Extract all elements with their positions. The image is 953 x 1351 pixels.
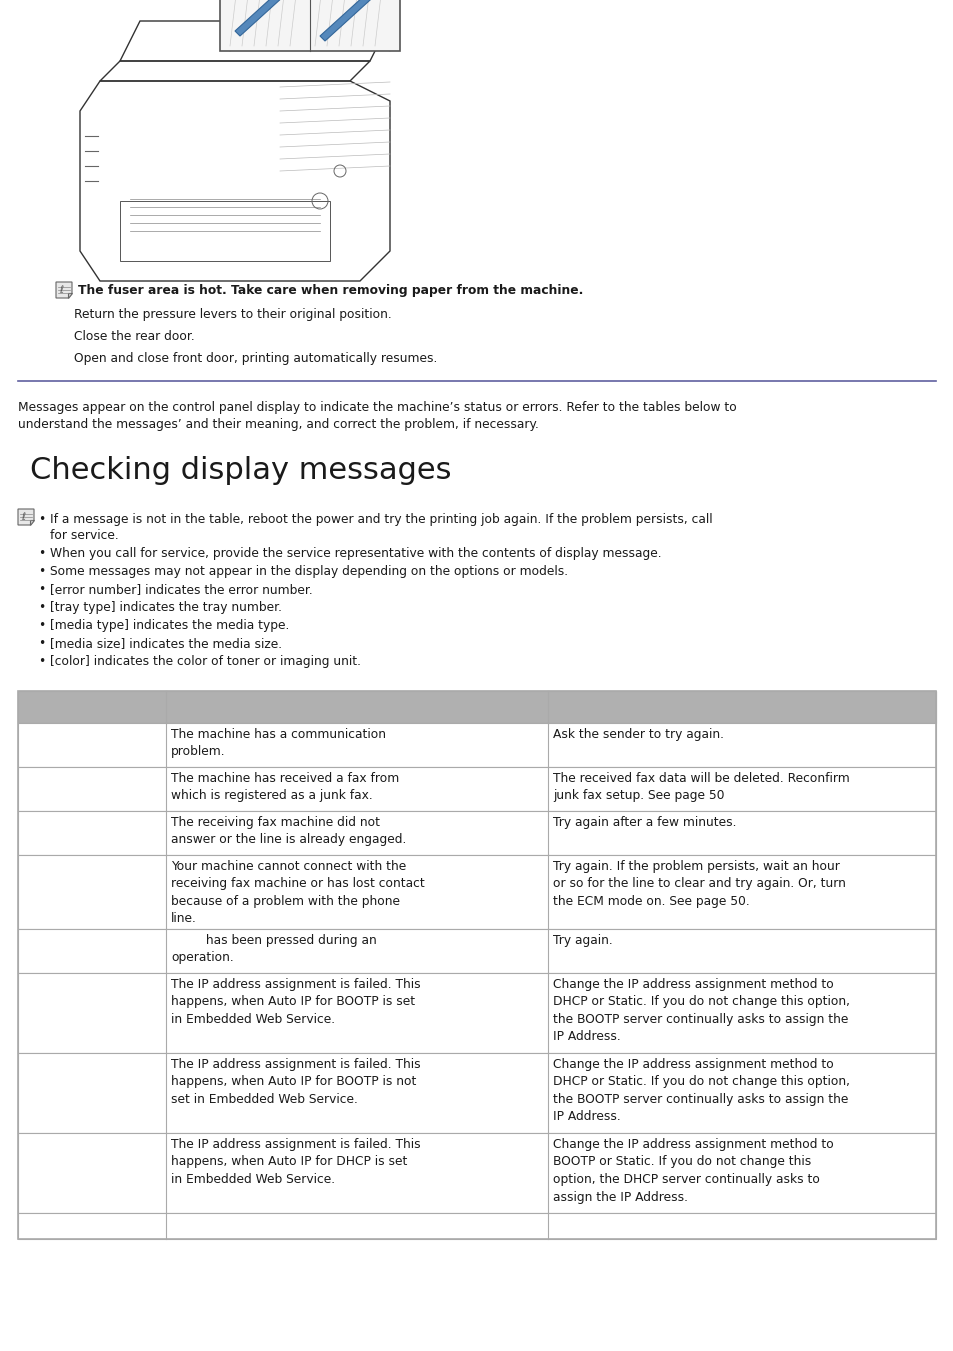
Text: •: •: [38, 584, 45, 596]
FancyBboxPatch shape: [18, 929, 935, 973]
FancyBboxPatch shape: [220, 0, 399, 51]
Text: The received fax data will be deleted. Reconfirm
junk fax setup. See page 50: The received fax data will be deleted. R…: [553, 771, 849, 802]
FancyBboxPatch shape: [18, 690, 935, 723]
Text: Try again.: Try again.: [553, 934, 612, 947]
FancyBboxPatch shape: [18, 973, 935, 1052]
Text: ℓ: ℓ: [21, 512, 25, 521]
Text: understand the messages’ and their meaning, and correct the problem, if necessar: understand the messages’ and their meani…: [18, 417, 538, 431]
Text: ℓ: ℓ: [59, 285, 63, 295]
Text: Your machine cannot connect with the
receiving fax machine or has lost contact
b: Your machine cannot connect with the rec…: [171, 861, 424, 925]
FancyBboxPatch shape: [18, 855, 935, 929]
Polygon shape: [319, 0, 379, 41]
Text: The IP address assignment is failed. This
happens, when Auto IP for BOOTP is not: The IP address assignment is failed. Thi…: [171, 1058, 420, 1106]
Text: Ask the sender to try again.: Ask the sender to try again.: [553, 728, 723, 740]
FancyBboxPatch shape: [18, 1052, 935, 1133]
Text: Messages appear on the control panel display to indicate the machine’s status or: Messages appear on the control panel dis…: [18, 401, 736, 413]
Text: Change the IP address assignment method to
BOOTP or Static. If you do not change: Change the IP address assignment method …: [553, 1138, 833, 1204]
Text: •: •: [38, 601, 45, 613]
Text: The fuser area is hot. Take care when removing paper from the machine.: The fuser area is hot. Take care when re…: [78, 284, 583, 297]
FancyBboxPatch shape: [18, 1133, 935, 1213]
FancyBboxPatch shape: [18, 767, 935, 811]
Text: for service.: for service.: [50, 530, 118, 542]
FancyBboxPatch shape: [18, 1213, 935, 1239]
Text: The IP address assignment is failed. This
happens, when Auto IP for DHCP is set
: The IP address assignment is failed. Thi…: [171, 1138, 420, 1186]
Text: The machine has received a fax from
which is registered as a junk fax.: The machine has received a fax from whic…: [171, 771, 399, 802]
Text: Some messages may not appear in the display depending on the options or models.: Some messages may not appear in the disp…: [50, 565, 568, 578]
Text: •: •: [38, 619, 45, 632]
Text: When you call for service, provide the service representative with the contents : When you call for service, provide the s…: [50, 547, 661, 561]
Polygon shape: [30, 520, 34, 526]
Text: The machine has a communication
problem.: The machine has a communication problem.: [171, 728, 386, 758]
Text: •: •: [38, 638, 45, 650]
Text: The receiving fax machine did not
answer or the line is already engaged.: The receiving fax machine did not answer…: [171, 816, 406, 847]
Text: Checking display messages: Checking display messages: [30, 457, 451, 485]
Text: If a message is not in the table, reboot the power and try the printing job agai: If a message is not in the table, reboot…: [50, 513, 712, 526]
Text: •: •: [38, 655, 45, 667]
Polygon shape: [68, 293, 71, 299]
Text: [color] indicates the color of toner or imaging unit.: [color] indicates the color of toner or …: [50, 655, 360, 667]
Text: •: •: [38, 513, 45, 526]
FancyBboxPatch shape: [18, 723, 935, 767]
Text: Try again after a few minutes.: Try again after a few minutes.: [553, 816, 736, 830]
FancyBboxPatch shape: [18, 811, 935, 855]
Polygon shape: [18, 509, 34, 526]
Text: [tray type] indicates the tray number.: [tray type] indicates the tray number.: [50, 601, 282, 613]
Polygon shape: [234, 0, 294, 36]
Text: Change the IP address assignment method to
DHCP or Static. If you do not change : Change the IP address assignment method …: [553, 1058, 849, 1124]
Text: Close the rear door.: Close the rear door.: [74, 330, 194, 343]
Text: Open and close front door, printing automatically resumes.: Open and close front door, printing auto…: [74, 353, 436, 365]
Text: Try again. If the problem persists, wait an hour
or so for the line to clear and: Try again. If the problem persists, wait…: [553, 861, 845, 908]
Text: [media type] indicates the media type.: [media type] indicates the media type.: [50, 619, 289, 632]
Text: Change the IP address assignment method to
DHCP or Static. If you do not change : Change the IP address assignment method …: [553, 978, 849, 1043]
Polygon shape: [56, 282, 71, 299]
Text: •: •: [38, 565, 45, 578]
Text: •: •: [38, 547, 45, 561]
Text: Return the pressure levers to their original position.: Return the pressure levers to their orig…: [74, 308, 392, 322]
Text: [error number] indicates the error number.: [error number] indicates the error numbe…: [50, 584, 313, 596]
Text: [media size] indicates the media size.: [media size] indicates the media size.: [50, 638, 282, 650]
Text: The IP address assignment is failed. This
happens, when Auto IP for BOOTP is set: The IP address assignment is failed. Thi…: [171, 978, 420, 1025]
Text: has been pressed during an
operation.: has been pressed during an operation.: [171, 934, 376, 965]
